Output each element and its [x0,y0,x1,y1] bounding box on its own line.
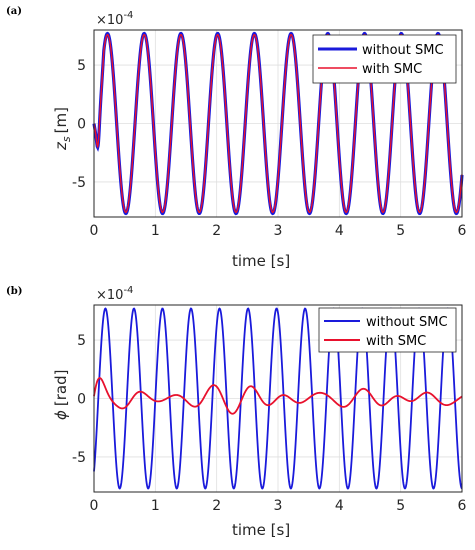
legend-label-with-smc-b: with SMC [366,334,426,349]
y-axis-label-b: ϕ[rad] [52,370,70,421]
plot-box-b [93,304,463,493]
chart-a: (a) 0 1 2 3 4 5 6 5 0 -5 ×10-4 time [s] zs[m] wit… [6,6,467,270]
x-tick-label: 1 [151,223,160,239]
x-tick-label: 3 [274,498,283,514]
panel-label-a: (a) [6,6,22,17]
x-tick-label: 5 [396,498,405,514]
x-tick-label: 0 [90,498,99,514]
x-tick-label: 6 [458,498,467,514]
legend-a: without SMC with SMC [312,34,457,84]
y-tick-label: -5 [72,450,86,466]
x-tick-label: 3 [274,223,283,239]
ticks-a: 0 1 2 3 4 5 6 5 0 -5 [72,58,467,239]
legend-box-b [318,307,457,353]
x-tick-label: 2 [212,223,221,239]
chart-b: (b) 0 1 2 3 4 5 6 5 0 -5 ×10-4 time [s] ϕ[rad] wi… [6,285,467,539]
x-tick-label: 5 [396,223,405,239]
x-tick-label: 2 [212,498,221,514]
y-tick-label: -5 [72,175,86,191]
x-tick-label: 1 [151,498,160,514]
y-tick-label: 0 [77,117,86,133]
x-tick-label: 6 [458,223,467,239]
y-axis-label-a: zs[m] [52,107,73,151]
x-axis-label-a: time [s] [232,252,290,270]
panel-label-b: (b) [6,286,22,297]
series-line-without-smc-b [93,307,463,490]
x-tick-label: 0 [90,223,99,239]
legend-label-without-smc-b: without SMC [366,315,448,330]
legend-box-a [312,34,457,84]
legend-label-without-smc-a: without SMC [362,43,444,58]
y-tick-label: 5 [77,333,86,349]
x-axis-label-b: time [s] [232,521,290,539]
series-line-with-smc-b [93,377,463,415]
x-tick-label: 4 [335,498,344,514]
legend-label-with-smc-a: with SMC [362,62,422,77]
y-tick-label: 0 [77,392,86,408]
plot-lines-b [93,307,463,490]
y-tick-label: 5 [77,58,86,74]
y-multiplier-a: ×10-4 [96,10,133,28]
ticks-b: 0 1 2 3 4 5 6 5 0 -5 [72,333,467,514]
legend-b: without SMC with SMC [318,307,457,353]
y-multiplier-b: ×10-4 [96,285,133,303]
x-tick-label: 4 [335,223,344,239]
plot-box-a [93,29,463,218]
